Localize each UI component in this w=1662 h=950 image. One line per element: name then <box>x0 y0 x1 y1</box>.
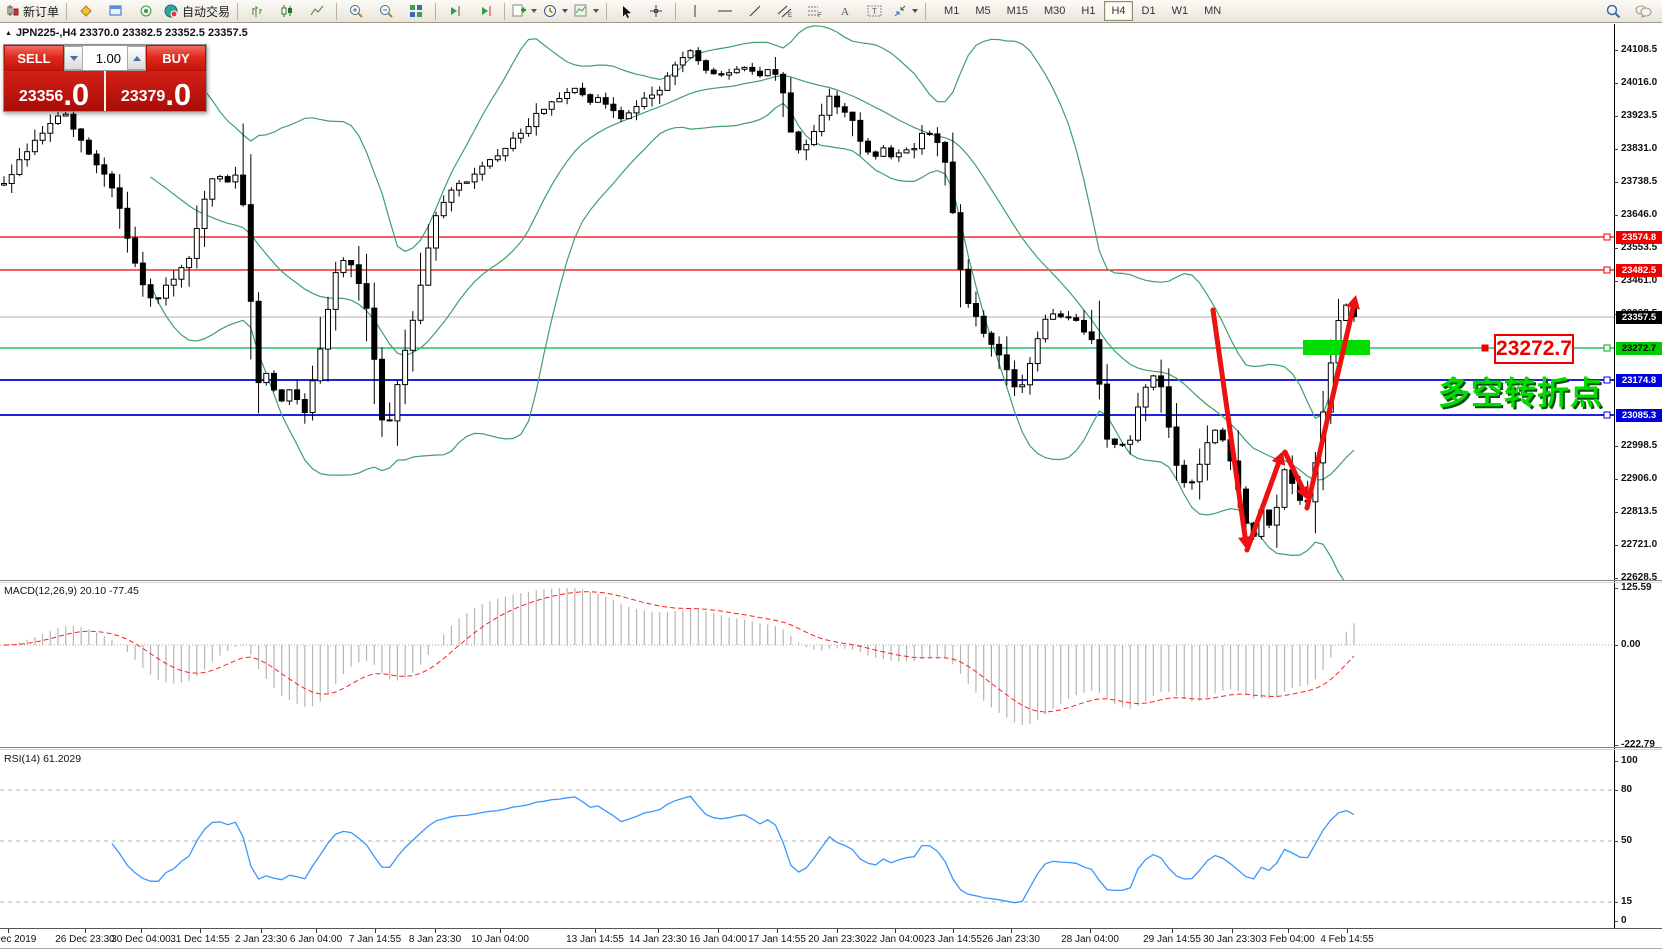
line-chart-mode-button[interactable] <box>302 1 332 21</box>
timeframe-button-mn[interactable]: MN <box>1204 5 1222 17</box>
chart-shift-button[interactable] <box>440 1 470 21</box>
zoom-in-icon <box>349 4 364 19</box>
bar-chart-icon <box>250 4 264 18</box>
chart-ohlc-header: ▲ JPN225-,H4 23370.0 23382.5 23352.5 233… <box>5 27 248 39</box>
toolbar: 新订单 自动交易 E F A T M1 M5 M15 M30 H1 H4 D1 W1 MN <box>0 0 1662 23</box>
new-order-button[interactable]: 新订单 <box>4 1 62 21</box>
text-label-tool-button[interactable]: T <box>860 1 890 21</box>
turning-point-annotation[interactable]: 多空转折点 <box>1438 375 1604 411</box>
buy-price[interactable]: 23379.0 <box>106 71 206 111</box>
cursor-icon <box>620 5 633 18</box>
timeframe-group: M1 M5 M15 M30 H1 H4 D1 W1 MN <box>936 1 1229 21</box>
macd-indicator-label: MACD(12,26,9) 20.10 -77.45 <box>4 585 139 597</box>
volume-increase-button[interactable] <box>127 46 146 70</box>
market-watch-button[interactable] <box>71 1 101 21</box>
timeframe-button-m30[interactable]: M30 <box>1044 5 1066 17</box>
timeframe-button-m15[interactable]: M15 <box>1006 5 1028 17</box>
one-click-trading-panel: SELL 1.00 BUY 23356.0 23379.0 <box>3 44 207 112</box>
fibonacci-tool-button[interactable]: F <box>800 1 830 21</box>
chevron-down-icon <box>69 55 78 61</box>
vertical-line-icon <box>690 4 700 18</box>
template-icon <box>574 4 588 18</box>
ohlc-text: JPN225-,H4 23370.0 23382.5 23352.5 23357… <box>15 27 248 39</box>
shapes-dropdown-caret <box>912 9 919 13</box>
chart-window-button[interactable] <box>101 1 131 21</box>
gold-icon <box>79 4 93 18</box>
sell-price[interactable]: 23356.0 <box>4 71 104 111</box>
timeframe-button-m1[interactable]: M1 <box>944 5 960 17</box>
candlestick-mode-button[interactable] <box>272 1 302 21</box>
zoom-in-button[interactable] <box>341 1 371 21</box>
auto-trading-icon <box>164 4 179 19</box>
templates-button[interactable] <box>571 1 602 21</box>
signal-icon <box>139 4 153 18</box>
clock-icon <box>543 4 557 18</box>
periods-dropdown-caret <box>562 9 569 13</box>
timeframe-button-m5[interactable]: M5 <box>975 5 991 17</box>
new-order-label: 新订单 <box>23 4 60 19</box>
chevron-up-icon <box>132 55 141 61</box>
search-button[interactable] <box>1598 1 1628 21</box>
svg-text:F: F <box>818 13 822 18</box>
crosshair-icon <box>649 4 663 18</box>
indicators-button[interactable] <box>509 1 540 21</box>
crosshair-tool-button[interactable] <box>641 1 671 21</box>
sell-button[interactable]: SELL <box>4 45 64 71</box>
cursor-tool-button[interactable] <box>611 1 641 21</box>
periods-button[interactable] <box>540 1 571 21</box>
auto-trading-button[interactable]: 自动交易 <box>161 1 233 21</box>
monitor-icon <box>109 4 123 18</box>
tile-windows-icon <box>409 4 423 18</box>
zoom-out-icon <box>379 4 394 19</box>
signal-button[interactable] <box>131 1 161 21</box>
line-chart-icon <box>310 4 324 18</box>
timeframe-button-d1[interactable]: D1 <box>1141 5 1156 17</box>
indicators-dropdown-caret <box>531 9 538 13</box>
candlestick-icon <box>280 4 294 18</box>
trendline-tool-button[interactable] <box>740 1 770 21</box>
chart-shift-icon <box>448 4 462 18</box>
text-icon: A <box>839 4 851 18</box>
timeframe-button-h1[interactable]: H1 <box>1081 5 1096 17</box>
trendline-icon <box>748 4 762 18</box>
fibonacci-icon: F <box>807 4 823 18</box>
horizontal-line-tool-button[interactable] <box>710 1 740 21</box>
tile-windows-button[interactable] <box>401 1 431 21</box>
chart-symbol-icon: ▲ <box>5 29 12 37</box>
chat-icon <box>1635 4 1652 18</box>
timeframe-button-w1[interactable]: W1 <box>1171 5 1189 17</box>
volume-stepper: 1.00 <box>64 45 146 71</box>
chat-button[interactable] <box>1628 1 1658 21</box>
svg-text:E: E <box>788 13 792 18</box>
zoom-out-button[interactable] <box>371 1 401 21</box>
text-tool-button[interactable]: A <box>830 1 860 21</box>
new-order-icon <box>7 4 20 18</box>
vertical-line-tool-button[interactable] <box>680 1 710 21</box>
bar-chart-mode-button[interactable] <box>242 1 272 21</box>
volume-decrease-button[interactable] <box>64 46 83 70</box>
text-label-icon: T <box>867 4 883 18</box>
horizontal-line-icon <box>717 4 733 18</box>
equidistant-channel-icon: E <box>777 4 793 18</box>
price-callout-box[interactable]: 23272.7 <box>1494 334 1574 364</box>
svg-text:T: T <box>872 7 877 16</box>
templates-dropdown-caret <box>593 9 600 13</box>
shapes-button[interactable] <box>890 1 921 21</box>
arrows-icon <box>893 4 907 18</box>
auto-scroll-icon <box>478 4 492 18</box>
buy-button[interactable]: BUY <box>146 45 206 71</box>
svg-text:A: A <box>841 6 849 18</box>
volume-input[interactable]: 1.00 <box>95 50 121 66</box>
rsi-indicator-label: RSI(14) 61.2029 <box>4 753 82 765</box>
auto-trading-label: 自动交易 <box>182 4 231 19</box>
search-icon <box>1606 4 1621 19</box>
indicators-icon <box>512 4 527 18</box>
auto-scroll-button[interactable] <box>470 1 500 21</box>
channel-tool-button[interactable]: E <box>770 1 800 21</box>
timeframe-button-h4[interactable]: H4 <box>1104 1 1133 21</box>
